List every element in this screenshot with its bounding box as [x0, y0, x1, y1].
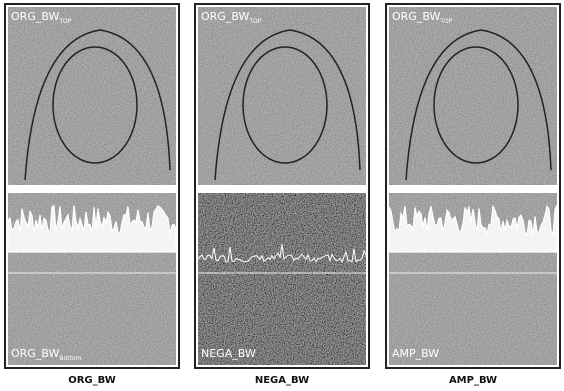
- top-label-text: ORG_BW: [392, 10, 440, 23]
- bottom-image: [198, 193, 366, 365]
- top-label-sub: TOP: [58, 18, 71, 25]
- bottom-label-sub: Bottom: [59, 355, 81, 362]
- figure: ORG_BWTOPORG_BWBottomORG_BWORG_BWTOPNEGA…: [0, 0, 564, 391]
- bottom-label-text: NEGA_BW: [201, 347, 256, 360]
- top-image: [389, 7, 557, 185]
- bottom-label: NEGA_BW: [201, 347, 256, 360]
- caption: AMP_BW: [449, 375, 497, 386]
- top-label-sub: TOP: [248, 18, 261, 25]
- bottom-label-text: AMP_BW: [392, 347, 439, 360]
- top-image: [8, 7, 176, 185]
- bottom-label: AMP_BW: [392, 347, 439, 360]
- caption: NEGA_BW: [255, 375, 309, 386]
- bottom-image: [8, 193, 176, 365]
- top-image: [198, 7, 366, 185]
- top-label-text: ORG_BW: [201, 10, 249, 23]
- top-label-sub: TOP: [439, 18, 452, 25]
- top-label-text: ORG_BW: [11, 10, 59, 23]
- caption: ORG_BW: [68, 375, 116, 386]
- bottom-label-text: ORG_BW: [11, 347, 59, 360]
